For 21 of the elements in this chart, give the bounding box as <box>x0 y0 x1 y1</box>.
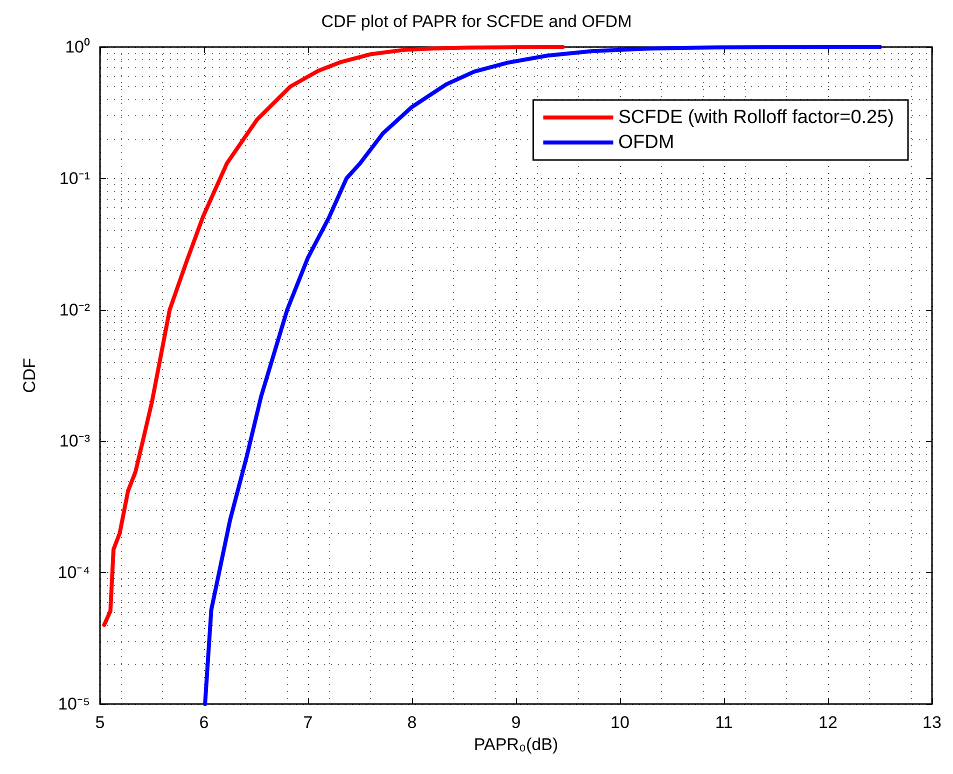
x-tick-label: 7 <box>303 713 313 732</box>
y-tick-label: 10⁻¹ <box>59 168 90 188</box>
x-tick-label: 5 <box>95 713 105 732</box>
legend-label: SCFDE (with Rolloff factor=0.25) <box>618 107 894 128</box>
x-tick-label: 9 <box>511 713 521 732</box>
y-tick-label: 10⁻⁵ <box>58 694 90 714</box>
x-tick-label: 8 <box>407 713 417 732</box>
x-tick-label: 10 <box>610 713 630 732</box>
legend-label: OFDM <box>618 132 674 153</box>
y-tick-label: 10⁻² <box>59 300 90 320</box>
y-tick-label: 10⁰ <box>65 38 90 56</box>
y-tick-label: 10⁻³ <box>59 432 90 451</box>
y-axis-title: CDF <box>20 358 39 393</box>
x-tick-label: 13 <box>922 713 942 732</box>
chart-title: CDF plot of PAPR for SCFDE and OFDM <box>321 12 632 31</box>
x-axis-title: PAPR₀(dB) <box>474 735 558 754</box>
x-tick-label: 6 <box>199 713 209 732</box>
y-tick-label: 10⁻⁴ <box>58 563 90 582</box>
x-tick-label: 12 <box>818 713 838 732</box>
x-tick-label: 11 <box>715 713 733 732</box>
line-series <box>102 45 565 627</box>
